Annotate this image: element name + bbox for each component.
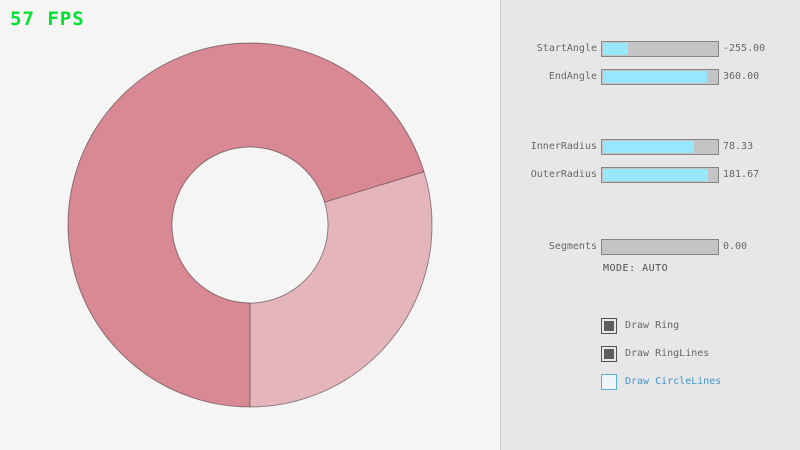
startangle-label: StartAngle — [536, 43, 597, 54]
ring-sector-dark — [68, 43, 425, 408]
outerradius-label: OuterRadius — [530, 169, 597, 180]
controls-panel: StartAngle -255.00 EndAngle 360.00 Inner… — [500, 0, 800, 450]
drawing-canvas: 57 FPS — [10, 8, 433, 408]
checkbox-box[interactable] — [601, 374, 617, 390]
innerradius-value: 78.33 — [723, 141, 754, 152]
mode-label: MODE: AUTO — [603, 263, 669, 274]
outerradius-slider-fill — [603, 169, 709, 181]
ring-graphic — [67, 42, 433, 408]
slider-row-segments: Segments 0.00 — [501, 239, 800, 255]
innerradius-slider[interactable] — [601, 139, 719, 155]
checkbox-box[interactable] — [601, 346, 617, 362]
checkbox-label: Draw Ring — [625, 320, 680, 331]
innerradius-label: InnerRadius — [530, 141, 597, 152]
ring-outer-outline — [67, 42, 433, 408]
innerradius-slider-fill — [603, 141, 694, 153]
checkbox-draw-ringlines[interactable]: Draw RingLines — [601, 346, 800, 362]
ring-boundary-line-upper-right — [324, 171, 425, 203]
outerradius-slider[interactable] — [601, 167, 719, 183]
endangle-slider[interactable] — [601, 69, 719, 85]
endangle-slider-fill — [603, 71, 708, 83]
segments-value: 0.00 — [723, 241, 748, 252]
ring-inner-outline — [171, 146, 329, 304]
startangle-slider[interactable] — [601, 41, 719, 57]
segments-slider[interactable] — [601, 239, 719, 255]
slider-row-outerradius: OuterRadius 181.67 — [501, 167, 800, 183]
slider-row-startangle: StartAngle -255.00 — [501, 41, 800, 57]
checkbox-draw-circlelines[interactable]: Draw CircleLines — [601, 374, 800, 390]
startangle-value: -255.00 — [723, 43, 766, 54]
startangle-slider-fill — [603, 43, 629, 55]
slider-row-innerradius: InnerRadius 78.33 — [501, 139, 800, 155]
checkbox-label: Draw RingLines — [625, 348, 710, 359]
checkbox-box[interactable] — [601, 318, 617, 334]
endangle-value: 360.00 — [723, 71, 760, 82]
endangle-label: EndAngle — [548, 71, 597, 82]
outerradius-value: 181.67 — [723, 169, 760, 180]
checkbox-draw-ring[interactable]: Draw Ring — [601, 318, 800, 334]
ring-sector-light — [250, 171, 433, 407]
slider-row-endangle: EndAngle 360.00 — [501, 69, 800, 85]
fps-counter: 57 FPS — [10, 8, 85, 30]
checkbox-label: Draw CircleLines — [625, 376, 722, 387]
segments-label: Segments — [548, 241, 597, 252]
